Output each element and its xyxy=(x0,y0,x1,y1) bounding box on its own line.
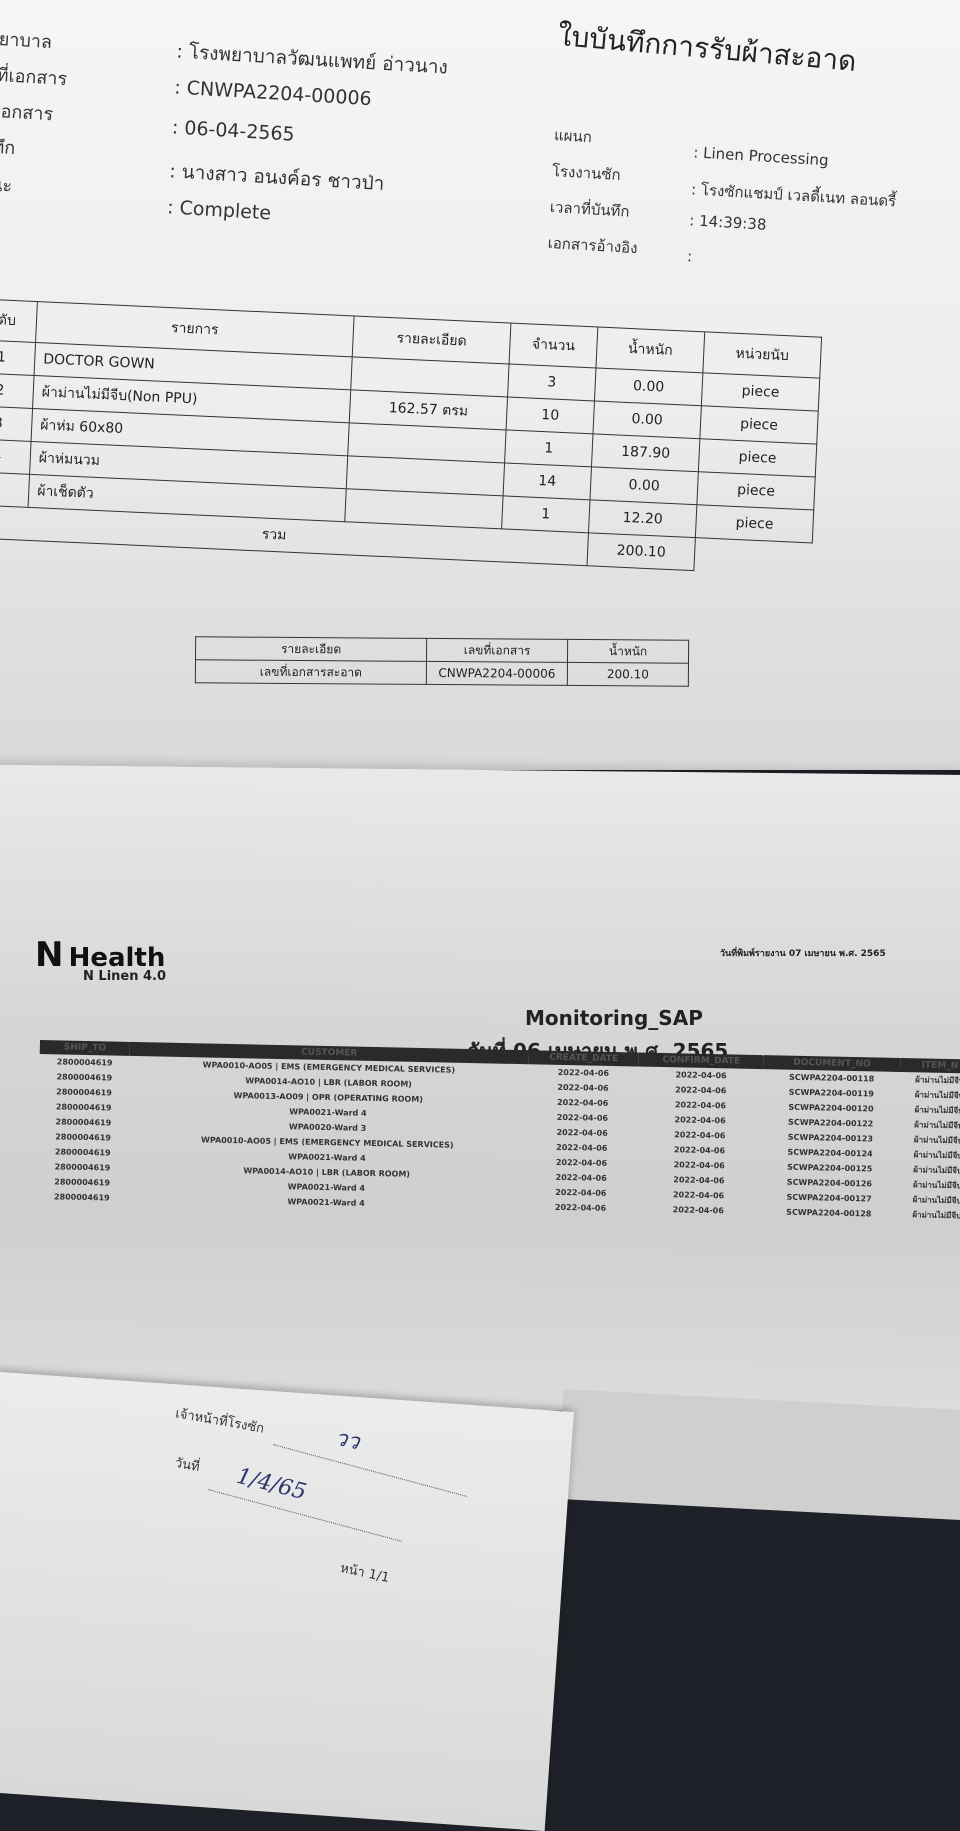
receipt-page xyxy=(0,0,960,770)
cell: 1 xyxy=(501,495,590,533)
cell: 2 xyxy=(0,372,35,409)
cell: 0.00 xyxy=(592,400,702,439)
print-date: วันที่พิมพ์รายงาน 07 เมษายน พ.ศ. 2565 xyxy=(720,949,886,959)
label: โรงงานซัก xyxy=(551,162,622,185)
cell: piece xyxy=(699,405,819,445)
cell: 187.90 xyxy=(591,433,700,472)
brand-name: Health xyxy=(68,943,166,973)
cell: 1 xyxy=(504,429,593,467)
cell: ผ้าม่านไม่มีจีบ xyxy=(912,1210,960,1221)
cell: ผ้าม่านไม่มีจีบ xyxy=(913,1150,960,1161)
cell: ผ้าม่านไม่มีจีบ xyxy=(914,1105,960,1116)
cell: ผ้าม่านไม่มีจีบ xyxy=(912,1195,960,1206)
cell: piece xyxy=(701,372,820,412)
cell: 2022-04-06 xyxy=(554,1202,607,1213)
summary-header: น้ำหนัก xyxy=(567,639,689,664)
cell: ผ้าม่านไม่มีจีบ xyxy=(913,1165,960,1176)
label: แผนก xyxy=(553,126,593,147)
cell: 4 xyxy=(0,438,32,475)
cell: 12.20 xyxy=(588,499,697,538)
label: นะ xyxy=(0,174,13,197)
label: เวลาที่บันทึก xyxy=(549,197,631,221)
date-label: วันที่ xyxy=(173,1455,201,1476)
label: เอกสาร xyxy=(0,100,54,126)
cell: ผ้าม่านไม่มีจีบ xyxy=(914,1090,960,1101)
background-paper xyxy=(557,1389,960,1521)
product-name: N Linen 4.0 xyxy=(83,969,167,984)
cell: 5 xyxy=(0,471,30,508)
cell: 0.00 xyxy=(594,367,703,406)
cell: SCWPA2204-00128 xyxy=(786,1207,872,1219)
items-table: าดับ รายการ รายละเอียด จำนวน น้ำหนัก หน่… xyxy=(0,298,822,576)
summary-cell: 200.10 xyxy=(567,662,689,687)
cell: 2022-04-06 xyxy=(672,1205,724,1216)
summary-header: เลขที่เอกสาร xyxy=(426,638,568,663)
cell: ผ้าม่านไม่มีจีบ xyxy=(913,1135,960,1146)
label: ทึก xyxy=(0,136,16,160)
cell: ผ้าม่านไม่มีจีบ xyxy=(914,1120,960,1131)
col-detail: รายละเอียด xyxy=(352,315,511,365)
cell: piece xyxy=(698,438,817,478)
report-table: SHIP_TO CUSTOMER CREATE_DATE CONFIRM_DATE DO… xyxy=(37,1040,960,1224)
report-title: Monitoring_SAP xyxy=(525,1006,703,1030)
col-no: าดับ xyxy=(0,298,38,343)
col-unit: หน่วยนับ xyxy=(702,331,822,379)
summary-cell: เลขที่เอกสารสะอาด xyxy=(195,659,427,685)
cell: 10 xyxy=(506,396,595,434)
reference-value: : xyxy=(686,247,693,266)
cell: 3 xyxy=(0,405,33,442)
cell: ผ้าม่านไม่มีจีบ xyxy=(915,1075,960,1086)
cell: ผ้าม่านไม่มีจีบ xyxy=(912,1180,960,1191)
brand-logo: N Health N Linen 4.0 xyxy=(35,935,166,984)
signoff-page xyxy=(0,1368,574,1831)
col-qty: จำนวน xyxy=(509,323,598,368)
col-weight: น้ำหนัก xyxy=(595,327,705,373)
summary-table: รายละเอียด เลขที่เอกสาร น้ำหนัก เลขที่เอกส… xyxy=(195,636,689,687)
cell: 2800004619 xyxy=(53,1192,110,1203)
label: ยาบาล xyxy=(0,28,53,54)
cell: 3 xyxy=(507,364,596,401)
cell: 14 xyxy=(503,462,592,500)
cell: 1 xyxy=(0,339,36,376)
cell: piece xyxy=(696,471,816,510)
n-logo-icon: N xyxy=(35,935,64,975)
label: ที่เอกสาร xyxy=(0,64,68,91)
cell: piece xyxy=(695,504,814,543)
summary-header: รายละเอียด xyxy=(195,636,427,662)
total-weight: 200.10 xyxy=(586,532,696,571)
cell: 0.00 xyxy=(589,466,699,505)
summary-cell: CNWPA2204-00006 xyxy=(426,661,568,686)
